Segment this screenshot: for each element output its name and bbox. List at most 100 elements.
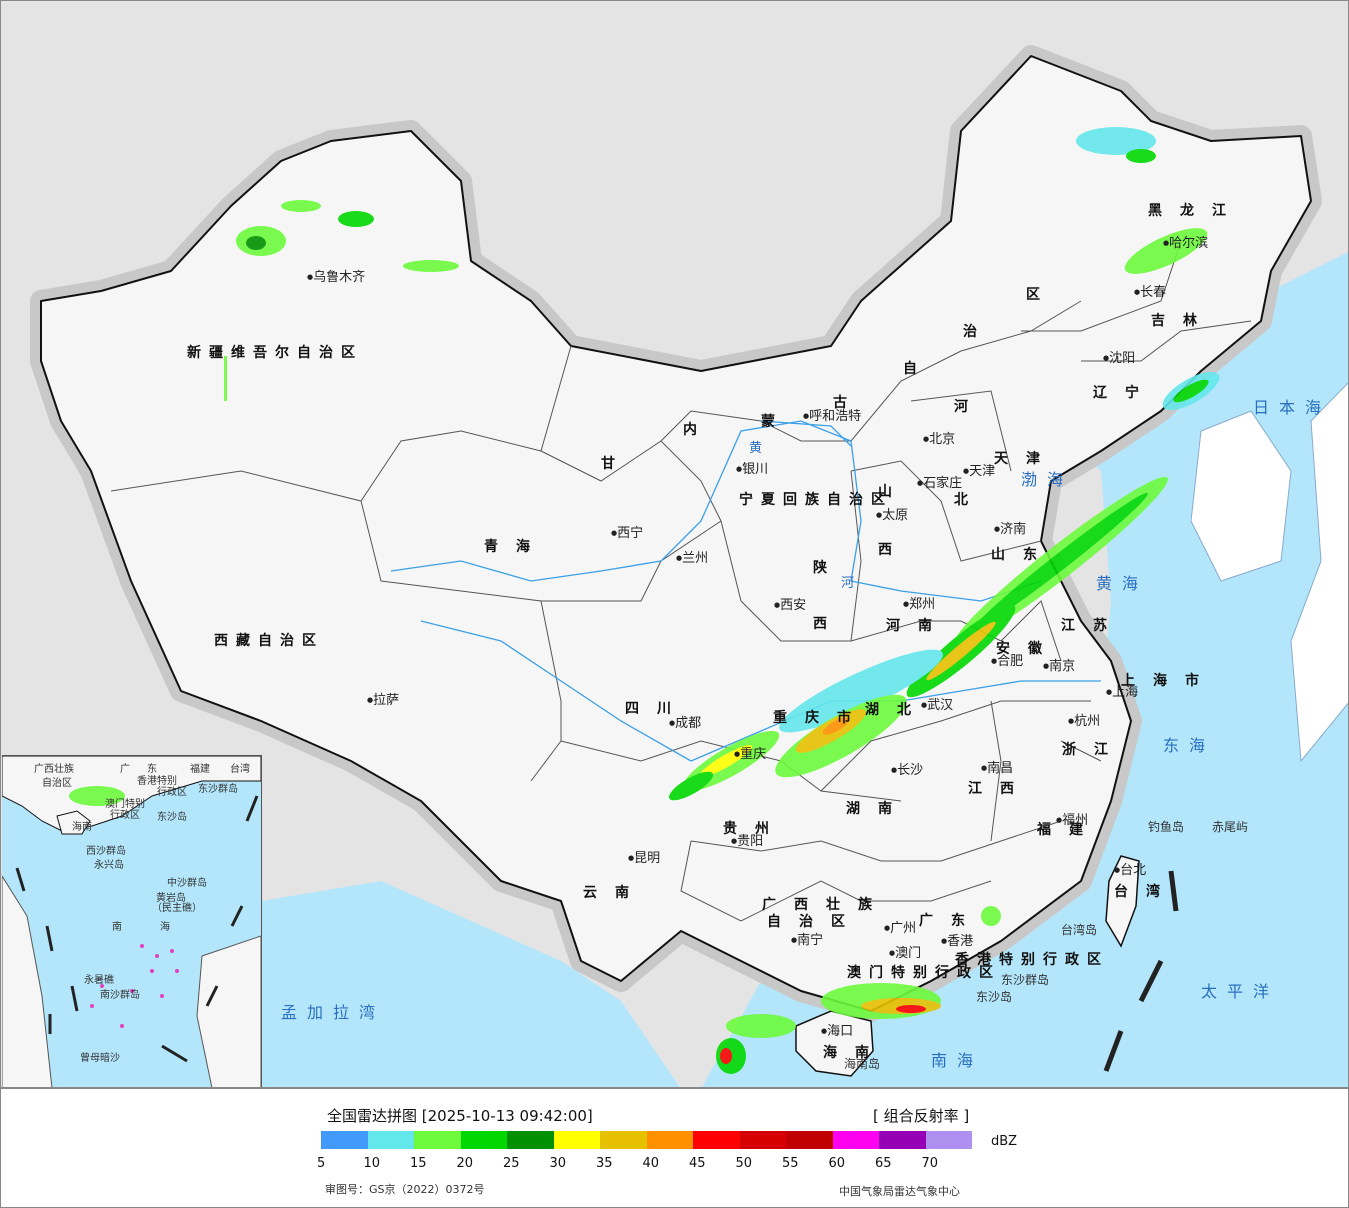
legend-colorbar	[321, 1131, 972, 1149]
city-label: 海口	[821, 1025, 853, 1038]
city-label: 上海	[1106, 686, 1138, 699]
sea-label: 日本海	[1253, 398, 1332, 417]
inset-label: 澳门特别	[105, 799, 145, 810]
city-label: 兰州	[676, 552, 708, 565]
sea-label: 东海	[1163, 736, 1216, 755]
inset-label: 自治区	[42, 778, 72, 789]
province-label: 西	[813, 616, 845, 632]
province-label: 黑龙江	[1148, 203, 1244, 219]
legend-tick: 65	[875, 1156, 892, 1171]
sea-label: 黄海	[1096, 574, 1149, 593]
legend-tick: 35	[596, 1156, 613, 1171]
province-label: 江西	[968, 781, 1032, 797]
legend-tick: 10	[363, 1156, 381, 1171]
island-label: 东沙岛	[976, 990, 1013, 1004]
taiwan-land	[1105, 855, 1140, 948]
province-label: 蒙	[761, 414, 793, 430]
city-label: 香港	[941, 935, 973, 948]
legend-tick: 25	[503, 1156, 520, 1171]
province-label: 湖北	[865, 702, 929, 718]
province-label: 吉林	[1151, 313, 1215, 329]
legend-tick: 20	[456, 1156, 474, 1171]
inset-label: 行政区	[157, 787, 187, 798]
province-label: 新疆维吾尔自治区	[187, 345, 363, 361]
city-label: 天津	[963, 465, 995, 478]
legend-swatch	[507, 1131, 554, 1149]
inset-label: 广	[120, 764, 130, 775]
island-label: 赤尾屿	[1212, 820, 1249, 834]
province-label: 广西壮族	[762, 897, 890, 913]
province-label: 澳门特别行政区	[847, 965, 1001, 981]
province-label: 河南	[886, 618, 950, 634]
city-label: 乌鲁木齐	[307, 271, 365, 284]
city-label: 长沙	[891, 764, 923, 777]
legend-swatch	[460, 1131, 507, 1149]
inset-label: 永暑礁	[84, 975, 114, 986]
city-label: 哈尔滨	[1163, 237, 1208, 250]
province-label: 陕	[813, 560, 845, 576]
inset-label: 南沙群岛	[100, 990, 140, 1001]
inset-label: 中沙群岛	[167, 878, 207, 889]
province-label: 山	[878, 484, 910, 500]
city-label: 太原	[876, 509, 908, 522]
legend-tick: 55	[782, 1156, 799, 1171]
city-label: 北京	[923, 433, 955, 446]
legend-tick: 5	[317, 1156, 326, 1171]
radar-map[interactable]: 新疆维吾尔自治区 西藏自治区 青海甘内蒙古自治区黑龙江 吉林 辽宁河北山西陕西山东 河南江…	[0, 0, 1349, 1088]
city-label: 郑州	[903, 598, 935, 611]
inset-label: 行政区	[110, 810, 140, 821]
island-label: 海南岛	[844, 1057, 881, 1071]
sea-label: 太平洋	[1201, 982, 1280, 1001]
korea-land	[1190, 410, 1292, 582]
sea-label: 渤海	[1021, 470, 1074, 489]
legend-tick: 45	[689, 1156, 706, 1171]
legend-product: [ 组合反射率 ]	[873, 1107, 970, 1125]
bengal-sea	[261, 881, 680, 1087]
city-label: 呼和浩特	[803, 410, 861, 423]
inset-label: 香港特别	[137, 776, 177, 787]
japan-land	[1290, 382, 1348, 763]
province-label: 香港特别行政区	[955, 952, 1109, 968]
city-label: 昆明	[628, 852, 660, 865]
province-label: 江苏	[1061, 618, 1125, 634]
legend-swatch	[786, 1131, 833, 1149]
province-label: 上海市	[1121, 673, 1217, 689]
boundary-dashes	[1103, 870, 1179, 1072]
province-label: 重庆市	[773, 710, 869, 726]
province-label: 北	[954, 492, 986, 508]
province-label: 宁夏回族自治区	[739, 492, 893, 508]
river-label: 黄	[749, 441, 763, 456]
city-label: 拉萨	[367, 694, 399, 707]
city-label: 南京	[1043, 660, 1075, 673]
province-label: 四川	[625, 701, 689, 717]
legend-tick: 50	[735, 1156, 753, 1171]
province-label: 区	[1026, 287, 1058, 303]
inset-label: 东沙群岛	[198, 784, 238, 795]
issuing-center: 中国气象局雷达气象中心	[839, 1185, 960, 1198]
province-label: 自治区	[767, 914, 863, 930]
province-label: 治	[963, 324, 995, 340]
inset-label: 台湾	[230, 764, 250, 775]
province-label: 浙江	[1062, 742, 1126, 758]
city-label: 南宁	[791, 934, 823, 947]
legend-swatch	[600, 1131, 647, 1149]
province-label: 天津	[994, 451, 1058, 467]
city-label: 广州	[884, 922, 916, 935]
legend-swatch	[646, 1131, 693, 1149]
inset-label: 海南	[72, 822, 92, 833]
legend-tick: 15	[410, 1156, 427, 1171]
city-label: 杭州	[1068, 715, 1100, 728]
legend-swatch	[739, 1131, 786, 1149]
pacific-sea	[702, 281, 1348, 1087]
legend-swatch	[879, 1131, 926, 1149]
province-label: 河	[954, 399, 986, 415]
province-label: 内	[683, 422, 715, 438]
city-label: 台北	[1114, 864, 1146, 877]
approval-number: 审图号：GS京（2022）0372号	[325, 1183, 485, 1196]
province-label: 古	[833, 395, 865, 411]
province-label: 台湾	[1114, 884, 1178, 900]
inset-label: 海	[160, 922, 170, 933]
city-label: 沈阳	[1103, 352, 1135, 365]
city-label: 银川	[736, 463, 768, 476]
province-label: 甘	[601, 456, 633, 472]
